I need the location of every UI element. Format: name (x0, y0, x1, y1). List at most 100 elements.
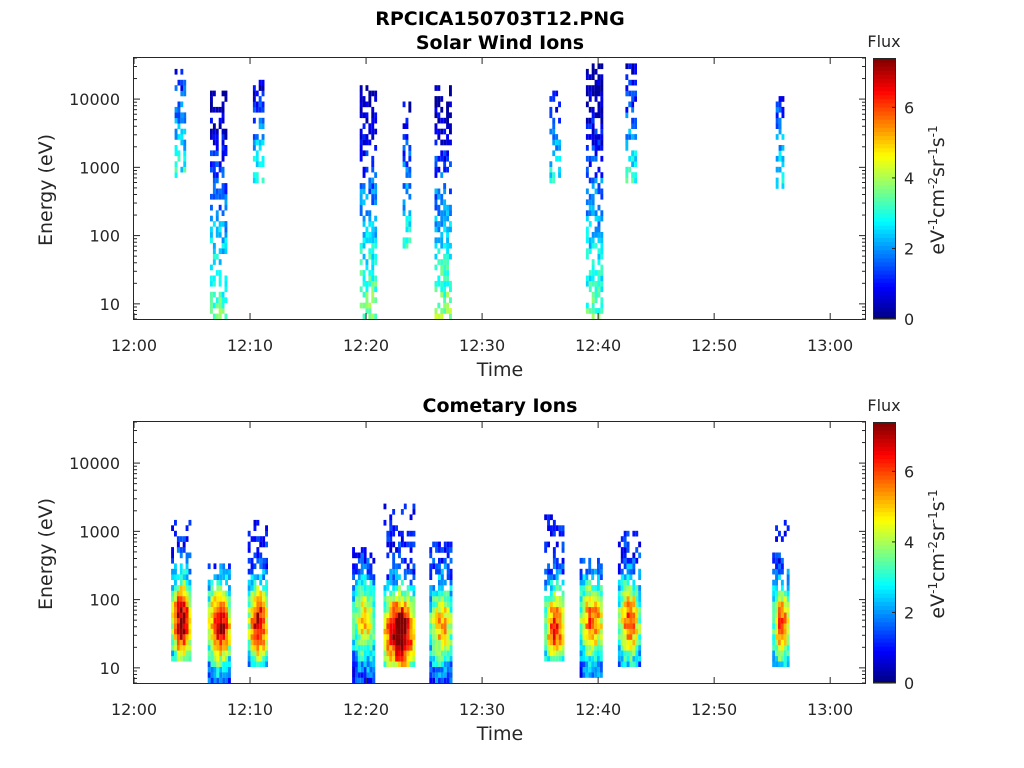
heatmap-cell (371, 106, 375, 113)
heatmap-cell (207, 590, 211, 597)
heatmap-cell (398, 650, 401, 657)
heatmap-cell (631, 177, 635, 184)
heatmap-cell (210, 106, 213, 113)
heatmap-cell (594, 639, 597, 646)
heatmap-cell (221, 145, 225, 151)
heatmap-cell (212, 188, 216, 195)
heatmap-cell (599, 639, 603, 646)
heatmap-cell (368, 183, 372, 189)
heatmap-cell (588, 275, 592, 282)
heatmap-cell (210, 308, 213, 314)
heatmap-cell (438, 623, 441, 629)
heatmap-cell (395, 639, 398, 646)
heatmap-cell (600, 155, 604, 162)
heatmap-cell (250, 623, 254, 629)
heatmap-cell (544, 623, 548, 629)
heatmap-cell (443, 655, 447, 662)
heatmap-cell (429, 601, 433, 608)
heatmap-cell (368, 248, 372, 254)
heatmap-cell (183, 145, 187, 151)
heatmap-cell (558, 617, 562, 624)
heatmap-cell (620, 661, 624, 667)
colorbar-segment (873, 168, 896, 173)
heatmap-cell (552, 634, 556, 640)
heatmap-cell (210, 579, 214, 586)
heatmap-cell (783, 590, 787, 597)
heatmap-cell (362, 242, 366, 249)
heatmap-cell (372, 634, 376, 640)
colorbar-segment (873, 155, 896, 161)
heatmap-cell (207, 639, 211, 646)
heatmap-cell (252, 96, 256, 102)
heatmap-cell (355, 650, 358, 657)
heatmap-cell (591, 291, 595, 298)
heatmap-cell (400, 590, 404, 597)
heatmap-cell (362, 313, 366, 320)
heatmap-cell (440, 666, 444, 673)
heatmap-cell (171, 568, 174, 575)
heatmap-cell (222, 563, 226, 570)
heatmap-cell (253, 634, 257, 640)
heatmap-cell (412, 639, 416, 646)
heatmap-cell (594, 188, 598, 195)
heatmap-cell (228, 672, 231, 678)
heatmap-cell (597, 639, 600, 646)
heatmap-cell (432, 628, 436, 635)
heatmap-cell (179, 563, 183, 570)
heatmap-cell (406, 530, 410, 537)
heatmap-cell (216, 612, 220, 618)
heatmap-cell (357, 650, 361, 657)
heatmap-cell (434, 172, 438, 178)
heatmap-cell (778, 617, 781, 624)
heatmap-cell (620, 606, 624, 613)
heatmap-cell (265, 606, 268, 613)
heatmap-cell (597, 253, 601, 260)
heatmap-cell (222, 617, 226, 624)
heatmap-cell (591, 639, 595, 646)
heatmap-cell (225, 612, 228, 618)
heatmap-cell (591, 117, 595, 124)
heatmap-cell (253, 574, 257, 580)
heatmap-cell (778, 623, 781, 629)
heatmap-cell (449, 650, 453, 657)
heatmap-cell (440, 590, 444, 597)
heatmap-cell (216, 644, 220, 651)
heatmap-cell (171, 585, 174, 591)
heatmap-cell (362, 112, 366, 119)
heatmap-cell (213, 590, 217, 597)
heatmap-cell (561, 628, 565, 635)
heatmap-cell (591, 628, 595, 635)
heatmap-cell (171, 606, 174, 613)
heatmap-cell (386, 634, 390, 640)
heatmap-cell (591, 63, 595, 70)
heatmap-cell (176, 585, 180, 591)
heatmap-cell (446, 215, 449, 222)
heatmap-cell (357, 612, 361, 618)
heatmap-cell (371, 112, 375, 119)
heatmap-cell (585, 302, 589, 309)
heatmap-cell (408, 166, 412, 173)
heatmap-cell (449, 286, 452, 293)
heatmap-cell (440, 150, 444, 157)
heatmap-cell (360, 617, 364, 624)
heatmap-cell (210, 596, 214, 602)
heatmap-cell (594, 590, 597, 597)
heatmap-cell (623, 585, 627, 591)
y-tick-label: 10000 (69, 454, 120, 473)
heatmap-cell (207, 655, 211, 662)
heatmap-cell (392, 628, 396, 635)
colorbar-segment (873, 515, 896, 521)
heatmap-cell (185, 628, 189, 635)
heatmap-cell (579, 596, 583, 602)
heatmap-cell (176, 639, 180, 646)
heatmap-cell (219, 579, 223, 586)
heatmap-cell (631, 79, 635, 86)
heatmap-cell (360, 563, 364, 570)
heatmap-cell (440, 117, 444, 124)
heatmap-cell (207, 585, 211, 591)
heatmap-cell (215, 297, 219, 303)
heatmap-cell (558, 530, 562, 537)
heatmap-cell (409, 661, 413, 667)
heatmap-cell (597, 644, 600, 651)
